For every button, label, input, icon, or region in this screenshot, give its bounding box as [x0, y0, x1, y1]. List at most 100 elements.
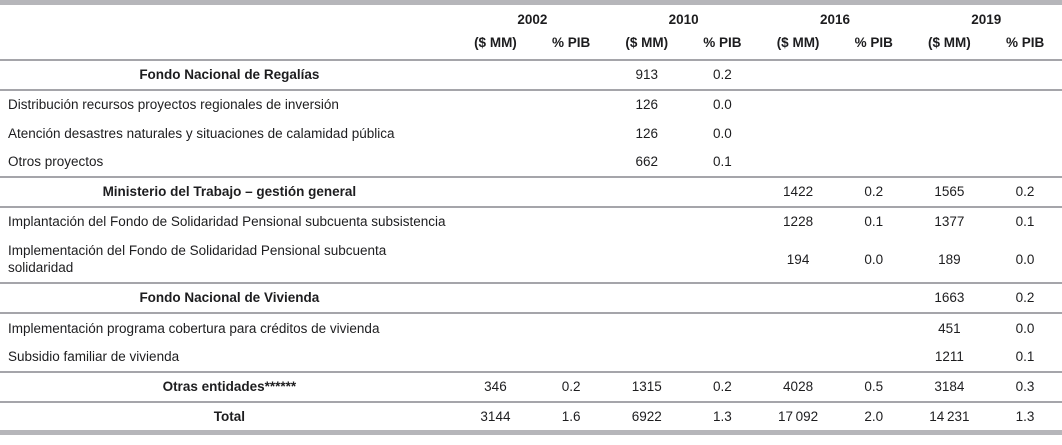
row-label: Otras entidades****** [0, 371, 457, 403]
cell-value: 6922 [608, 400, 686, 436]
cell-value: 0.1 [713, 154, 732, 170]
cell-value: 0.1 [1015, 349, 1035, 365]
row-label: Fondo Nacional de Vivienda [0, 282, 457, 315]
cell-value: 346 [456, 371, 535, 403]
cell-value [685, 282, 760, 315]
cell-value: 662 [635, 154, 659, 170]
table-row: Fondo Nacional de Vivienda 1663 0.2 [0, 282, 1062, 315]
cell-value [457, 236, 535, 283]
row-label: Subsidio familiar de vivienda [8, 349, 180, 365]
cell-value [837, 148, 911, 178]
cell-value [686, 236, 760, 283]
cell-value: 1.3 [685, 400, 760, 436]
cell-value [759, 343, 837, 373]
table-row: Implementación del Fondo de Solidaridad … [0, 236, 1062, 283]
cell-value [759, 148, 837, 178]
cell-value [837, 90, 911, 120]
row-label: Ministerio del Trabajo – gestión general [0, 176, 457, 208]
cell-value: 1663 [910, 282, 989, 315]
cell-value: 3144 [456, 400, 535, 436]
table-row: Atención desastres naturales y situacion… [0, 119, 1062, 148]
cell-value: 0.2 [988, 282, 1062, 315]
cell-value [686, 343, 760, 373]
cell-value [457, 207, 535, 237]
cell-value [837, 313, 911, 343]
cell-value: 194 [786, 251, 810, 267]
year-header-row: 2002 2010 2016 2019 [0, 0, 1062, 31]
year-header-2019: 2019 [910, 0, 1062, 31]
cell-value [608, 343, 686, 373]
row-label: Implementación del Fondo de Solidaridad … [8, 242, 387, 276]
cell-value [456, 59, 535, 91]
row-label: Otros proyectos [8, 154, 104, 170]
col-header-pib: % PIB [836, 30, 911, 62]
cell-value [608, 236, 686, 283]
cell-value [686, 207, 760, 237]
cell-value: 14 231 [910, 400, 989, 436]
cell-value: 1377 [934, 214, 965, 230]
cell-value [911, 148, 989, 178]
cell-value: 1211 [934, 349, 964, 365]
cell-value [759, 90, 837, 120]
header-spacer [0, 0, 457, 31]
cell-value [759, 282, 837, 315]
col-header-mm: ($ MM) [910, 30, 989, 62]
cell-value [457, 119, 535, 148]
cell-value: 126 [635, 125, 659, 141]
cell-value: 0.1 [1015, 214, 1035, 230]
table-row: Implantación del Fondo de Solidaridad Pe… [0, 207, 1062, 237]
cell-value [911, 119, 989, 148]
table-row: Otras entidades****** 346 0.2 1315 0.2 4028 0.… [0, 371, 1062, 403]
cell-value: 0.2 [988, 176, 1062, 208]
cell-value [988, 148, 1062, 178]
col-header-mm: ($ MM) [608, 30, 686, 62]
table-row: Total 3144 1.6 6922 1.3 17 092 2.0 14 231 1.3 [0, 400, 1062, 436]
year-header-2002: 2002 [456, 0, 608, 31]
cell-value: 0.0 [864, 251, 884, 267]
cell-value: 0.1 [864, 214, 884, 230]
row-label: Fondo Nacional de Regalías [0, 59, 457, 91]
cell-value: 0.5 [836, 371, 911, 403]
cell-value: 189 [938, 251, 961, 267]
cell-value [534, 343, 608, 373]
row-label: Implantación del Fondo de Solidaridad Pe… [8, 214, 446, 230]
cell-value: 3184 [910, 371, 989, 403]
cell-value [608, 207, 686, 237]
cell-value: 1.3 [988, 400, 1062, 436]
row-label: Atención desastres naturales y situacion… [8, 125, 395, 141]
cell-value [534, 90, 608, 120]
cell-value [534, 148, 608, 178]
cell-value [911, 90, 989, 120]
cell-value [759, 59, 837, 91]
cell-value [608, 313, 686, 343]
cell-value: 451 [938, 320, 961, 336]
cell-value: 0.2 [534, 371, 608, 403]
cell-value [759, 313, 837, 343]
cell-value [608, 176, 686, 208]
cell-value: 1315 [608, 371, 686, 403]
cell-value [837, 343, 911, 373]
header-spacer [0, 30, 457, 62]
cell-value: 0.3 [988, 371, 1062, 403]
cell-value [910, 59, 989, 91]
cell-value [685, 176, 760, 208]
cell-value: 1228 [783, 214, 814, 230]
row-label: Implementación programa cobertura para c… [8, 320, 380, 336]
year-header-2010: 2010 [608, 0, 760, 31]
table-row: Distribución recursos proyectos regional… [0, 90, 1062, 120]
year-header-2016: 2016 [759, 0, 911, 31]
col-header-pib: % PIB [534, 30, 608, 62]
cell-value [534, 119, 608, 148]
col-header-mm: ($ MM) [759, 30, 837, 62]
cell-value [608, 282, 686, 315]
cell-value: 1.6 [534, 400, 608, 436]
cell-value [457, 148, 535, 178]
table-row: Ministerio del Trabajo – gestión general… [0, 176, 1062, 208]
cell-value [456, 176, 535, 208]
cell-value: 0.0 [1015, 320, 1035, 336]
cell-value: 4028 [759, 371, 837, 403]
cell-value: 17 092 [759, 400, 837, 436]
cell-value: 0.0 [713, 97, 732, 113]
cell-value [534, 207, 608, 237]
